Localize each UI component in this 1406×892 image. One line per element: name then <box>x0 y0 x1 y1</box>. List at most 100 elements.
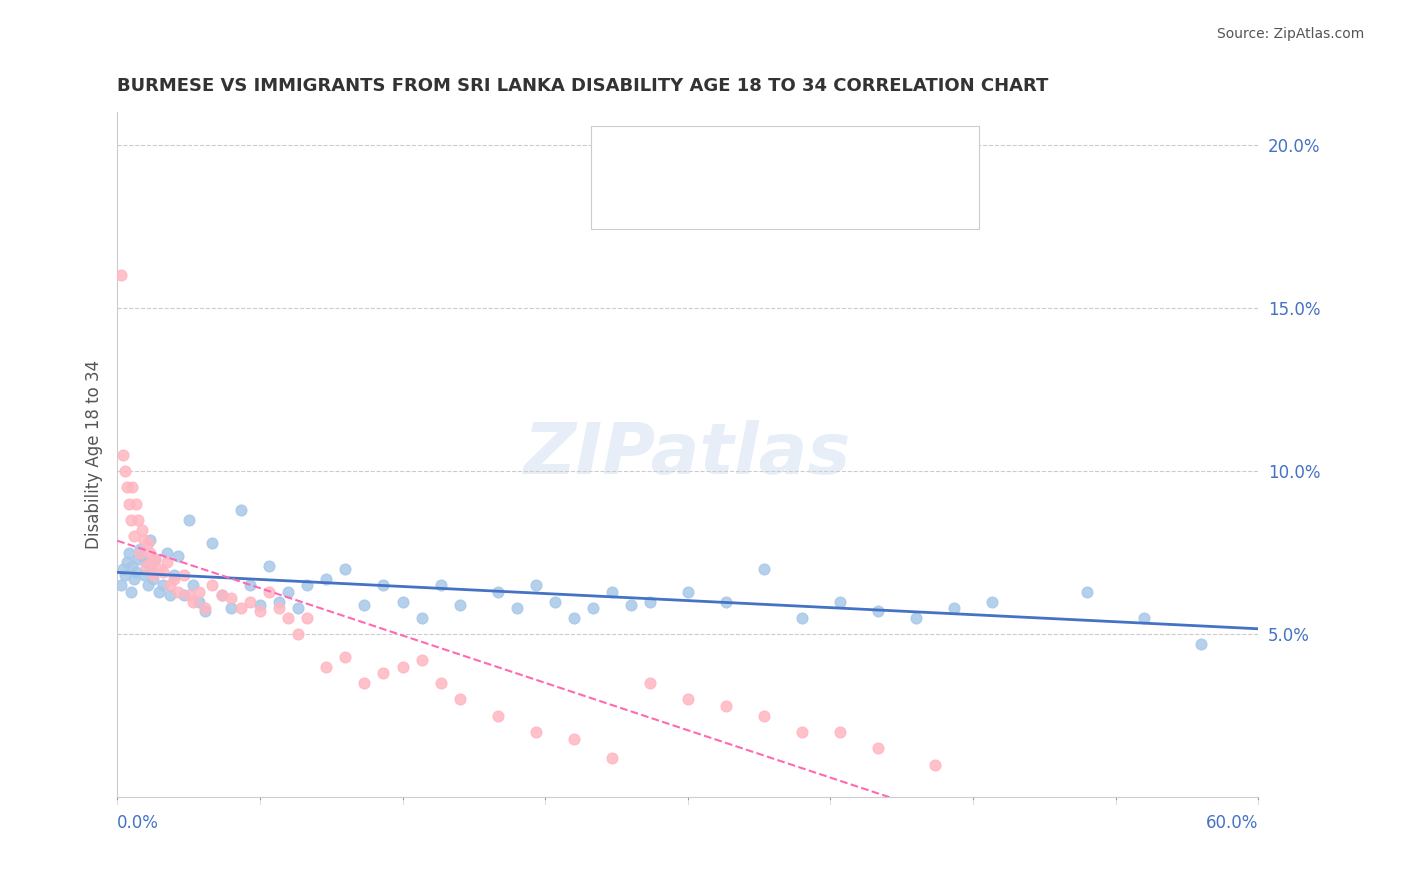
Point <box>173 568 195 582</box>
Point <box>124 572 146 586</box>
Point <box>868 741 890 756</box>
Point <box>125 565 148 579</box>
Point <box>188 584 211 599</box>
Y-axis label: Disability Age 18 to 34: Disability Age 18 to 34 <box>86 360 103 549</box>
Point <box>163 572 186 586</box>
Point <box>120 584 142 599</box>
Point <box>373 666 395 681</box>
Point <box>167 549 190 563</box>
Point <box>790 611 813 625</box>
Point <box>111 448 134 462</box>
Point <box>127 513 149 527</box>
Point <box>277 584 299 599</box>
Point <box>117 497 139 511</box>
Point <box>600 584 623 599</box>
Point <box>486 708 509 723</box>
Point <box>131 549 153 563</box>
Point <box>148 562 170 576</box>
Point <box>600 751 623 765</box>
Point <box>373 578 395 592</box>
Point <box>1189 637 1212 651</box>
Point <box>152 565 174 579</box>
Point <box>676 584 699 599</box>
Point <box>1133 611 1156 625</box>
Point <box>790 725 813 739</box>
Point <box>156 546 179 560</box>
Point <box>391 659 413 673</box>
Point <box>141 562 163 576</box>
Point <box>181 594 204 608</box>
Point <box>138 533 160 547</box>
Point <box>620 598 643 612</box>
Point <box>132 568 155 582</box>
Point <box>143 552 166 566</box>
Point <box>167 584 190 599</box>
Point <box>562 731 585 746</box>
Legend: R = -0.148   N = 70, R = -0.066   N =  61: R = -0.148 N = 70, R = -0.066 N = 61 <box>688 128 917 186</box>
Point <box>141 555 163 569</box>
Point <box>676 692 699 706</box>
Point <box>159 578 181 592</box>
Point <box>129 546 152 560</box>
Point <box>943 601 966 615</box>
Point <box>136 536 159 550</box>
Point <box>129 542 152 557</box>
Point <box>524 725 547 739</box>
Point <box>277 611 299 625</box>
Text: ZIPatlas: ZIPatlas <box>524 420 852 489</box>
Point <box>138 546 160 560</box>
Point <box>136 578 159 592</box>
Point <box>114 464 136 478</box>
Point <box>124 529 146 543</box>
Point <box>181 578 204 592</box>
Point <box>267 601 290 615</box>
Point <box>142 568 165 582</box>
Point <box>429 578 451 592</box>
Point <box>135 555 157 569</box>
Point <box>335 650 357 665</box>
Point <box>221 601 243 615</box>
Point <box>449 598 471 612</box>
Point <box>148 584 170 599</box>
Point <box>315 572 337 586</box>
Point <box>152 578 174 592</box>
Point <box>287 627 309 641</box>
Point <box>221 591 243 606</box>
Point <box>411 653 433 667</box>
Point <box>159 588 181 602</box>
Point <box>188 594 211 608</box>
Point <box>714 594 737 608</box>
Point <box>259 584 281 599</box>
Point <box>131 523 153 537</box>
Point <box>259 558 281 573</box>
Point <box>411 611 433 625</box>
Point <box>115 480 138 494</box>
Point <box>752 562 775 576</box>
Point <box>1076 584 1098 599</box>
Point <box>828 725 851 739</box>
Point <box>179 513 201 527</box>
Point <box>297 611 319 625</box>
Point <box>117 546 139 560</box>
Point <box>179 588 201 602</box>
Point <box>121 480 143 494</box>
Point <box>335 562 357 576</box>
Point <box>391 594 413 608</box>
Point <box>127 552 149 566</box>
Point <box>201 578 224 592</box>
Point <box>211 588 233 602</box>
Point <box>267 594 290 608</box>
Point <box>143 552 166 566</box>
Point <box>120 513 142 527</box>
Point <box>486 584 509 599</box>
Point <box>905 611 928 625</box>
Point <box>211 588 233 602</box>
Point <box>125 497 148 511</box>
Point <box>353 676 375 690</box>
Point <box>194 604 217 618</box>
Point <box>163 568 186 582</box>
Point <box>524 578 547 592</box>
Point <box>752 708 775 723</box>
FancyBboxPatch shape <box>591 126 979 228</box>
Point <box>135 558 157 573</box>
